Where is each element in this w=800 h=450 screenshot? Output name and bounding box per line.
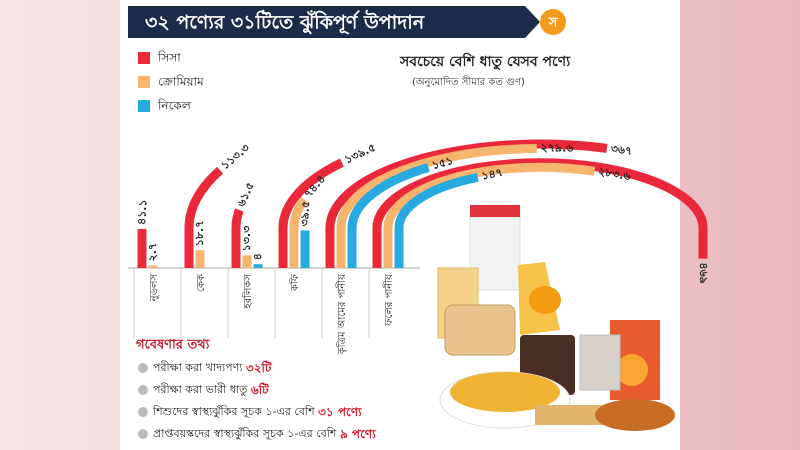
value-label: ২৮৩.৬: [597, 165, 632, 183]
legend-label: ক্রোমিয়াম: [158, 75, 204, 89]
logo: [540, 9, 566, 35]
fact-text: শিশুদের স্বাস্থ্যঝুঁকির সূচক ১-এর বেশি: [152, 404, 318, 418]
value-label: ৩৬৭: [610, 142, 633, 158]
category-label: নুডলস: [149, 274, 160, 303]
title: ৩২ পণ্যের ৩১টিতে ঝুঁকিপূর্ণ উপাদান: [145, 10, 425, 35]
legend-swatch: [138, 100, 150, 112]
subtitle-note: (অনুমোদিত সীমার কত গুণ): [412, 75, 525, 88]
title-banner: [128, 6, 540, 38]
bar: [383, 162, 697, 268]
bar: [278, 120, 800, 268]
category-label: কৃত্রিম আমের পানীয়: [335, 273, 348, 355]
category-label: হরলিকস: [242, 274, 254, 310]
category-label: ফলের পানীয়: [382, 273, 395, 327]
category-label: কেক: [196, 273, 207, 292]
value-label: ১৪৭: [480, 166, 503, 183]
fact-text: পরীক্ষা করা ভারী ধাতু: [153, 383, 251, 396]
fact-text: পরীক্ষা করা খাদ্যপণ্য: [153, 361, 246, 374]
fact-item: শিশুদের স্বাস্থ্যঝুঁকির সূচক ১-এর বেশি ৩…: [152, 404, 362, 418]
bar: [336, 143, 744, 268]
bar: [347, 148, 733, 268]
legend-swatch: [138, 52, 150, 64]
legend-label: নিকেল: [157, 99, 192, 113]
bullet: [138, 385, 148, 395]
fact-highlight: ৩২টি: [246, 360, 272, 375]
fact-text: প্রাপ্তবয়স্কদের স্বাস্থ্যঝুঁকির সূচক ১-…: [153, 426, 340, 440]
value-label: ৪১.১: [135, 199, 149, 225]
facts-list: পরীক্ষা করা খাদ্যপণ্য ৩২টি পরীক্ষা করা ভা…: [138, 360, 376, 441]
legend-swatch: [138, 76, 150, 88]
legend-label: সিসা: [157, 51, 181, 65]
value-label: ৪: [251, 253, 264, 260]
chart: সিসাক্রোমিয়ামনিকেলনুডলস৪১.১২.৭কেক১১৩.৩১…: [128, 51, 800, 355]
value-label: ২৭৯.৬: [541, 141, 575, 154]
fact-highlight: ৯ পণ্যে: [340, 427, 376, 441]
bar: [325, 139, 755, 268]
fact-item: পরীক্ষা করা খাদ্যপণ্য ৩২টি: [153, 360, 272, 375]
value-label: ১৩.৩: [240, 226, 253, 252]
bullet: [138, 407, 148, 417]
bullet: [138, 429, 148, 439]
value-label: ৩৯.৫: [298, 201, 312, 227]
fact-highlight: ৬টি: [251, 382, 269, 397]
bar: [394, 167, 686, 268]
food-illustration: [437, 205, 675, 431]
value-label: ৪৬৯: [697, 262, 710, 283]
value-label: ২.৭: [146, 243, 159, 261]
value-label: ১৮.৭: [193, 221, 206, 247]
category-label: কফি: [289, 273, 301, 292]
facts-title: গবেষণার তথ্য: [136, 338, 211, 353]
value-label: ১৫১: [430, 154, 454, 172]
fact-highlight: ৩১ পণ্যে: [318, 405, 362, 419]
bullet: [138, 363, 148, 373]
subtitle: সবচেয়ে বেশি ধাতু যেসব পণ্যে: [399, 52, 571, 71]
fact-item: পরীক্ষা করা ভারী ধাতু ৬টি: [153, 382, 269, 397]
logo-text: স: [548, 16, 559, 31]
fact-item: প্রাপ্তবয়স্কদের স্বাস্থ্যঝুঁকির সূচক ১-…: [153, 426, 376, 440]
